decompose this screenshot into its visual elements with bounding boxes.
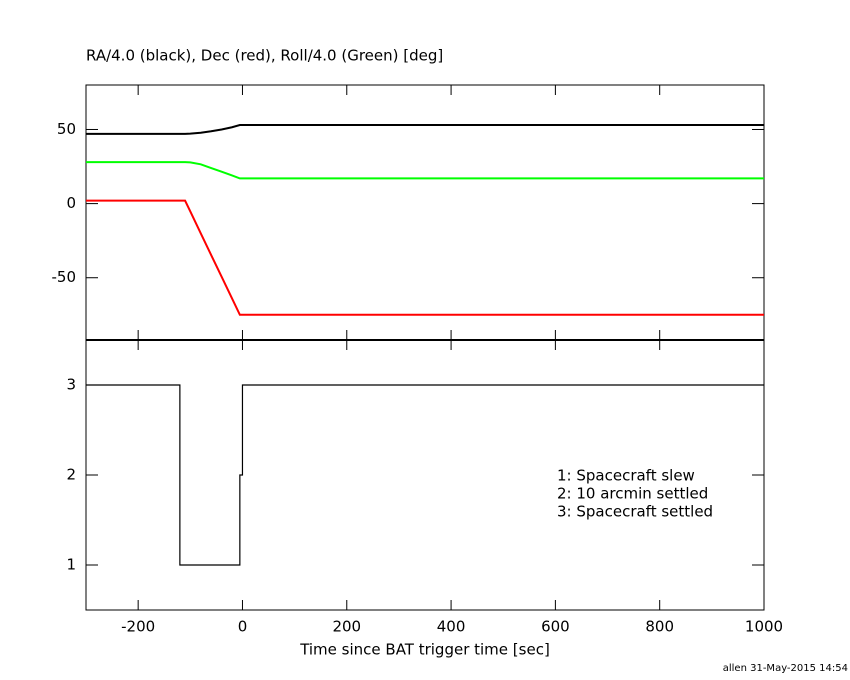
y-tick-label: 1 xyxy=(66,556,76,574)
annotation: 2: 10 arcmin settled xyxy=(557,485,708,503)
data-line xyxy=(86,161,764,180)
data-line xyxy=(86,199,764,316)
x-tick-label: 800 xyxy=(645,618,674,636)
chart-title: RA/4.0 (black), Dec (red), Roll/4.0 (Gre… xyxy=(86,47,443,65)
annotation: 1: Spacecraft slew xyxy=(557,467,695,485)
x-tick-label: 0 xyxy=(238,618,248,636)
x-tick-label: 1000 xyxy=(745,618,783,636)
x-tick-label: 200 xyxy=(332,618,361,636)
x-tick-label: 400 xyxy=(437,618,466,636)
y-tick-label: -50 xyxy=(52,268,77,286)
annotation: 3: Spacecraft settled xyxy=(557,503,713,521)
step-line xyxy=(86,384,764,566)
x-tick-label: -200 xyxy=(121,618,155,636)
footer: allen 31-May-2015 14:54 xyxy=(723,663,848,674)
y-tick-label: 3 xyxy=(66,376,76,394)
x-axis-label: Time since BAT trigger time [sec] xyxy=(299,641,550,659)
y-tick-label: 50 xyxy=(57,120,76,138)
frame xyxy=(85,84,765,611)
x-tick-label: 600 xyxy=(541,618,570,636)
y-tick-label: 2 xyxy=(66,466,76,484)
y-tick-label: 0 xyxy=(66,194,76,212)
data-line xyxy=(86,124,764,135)
